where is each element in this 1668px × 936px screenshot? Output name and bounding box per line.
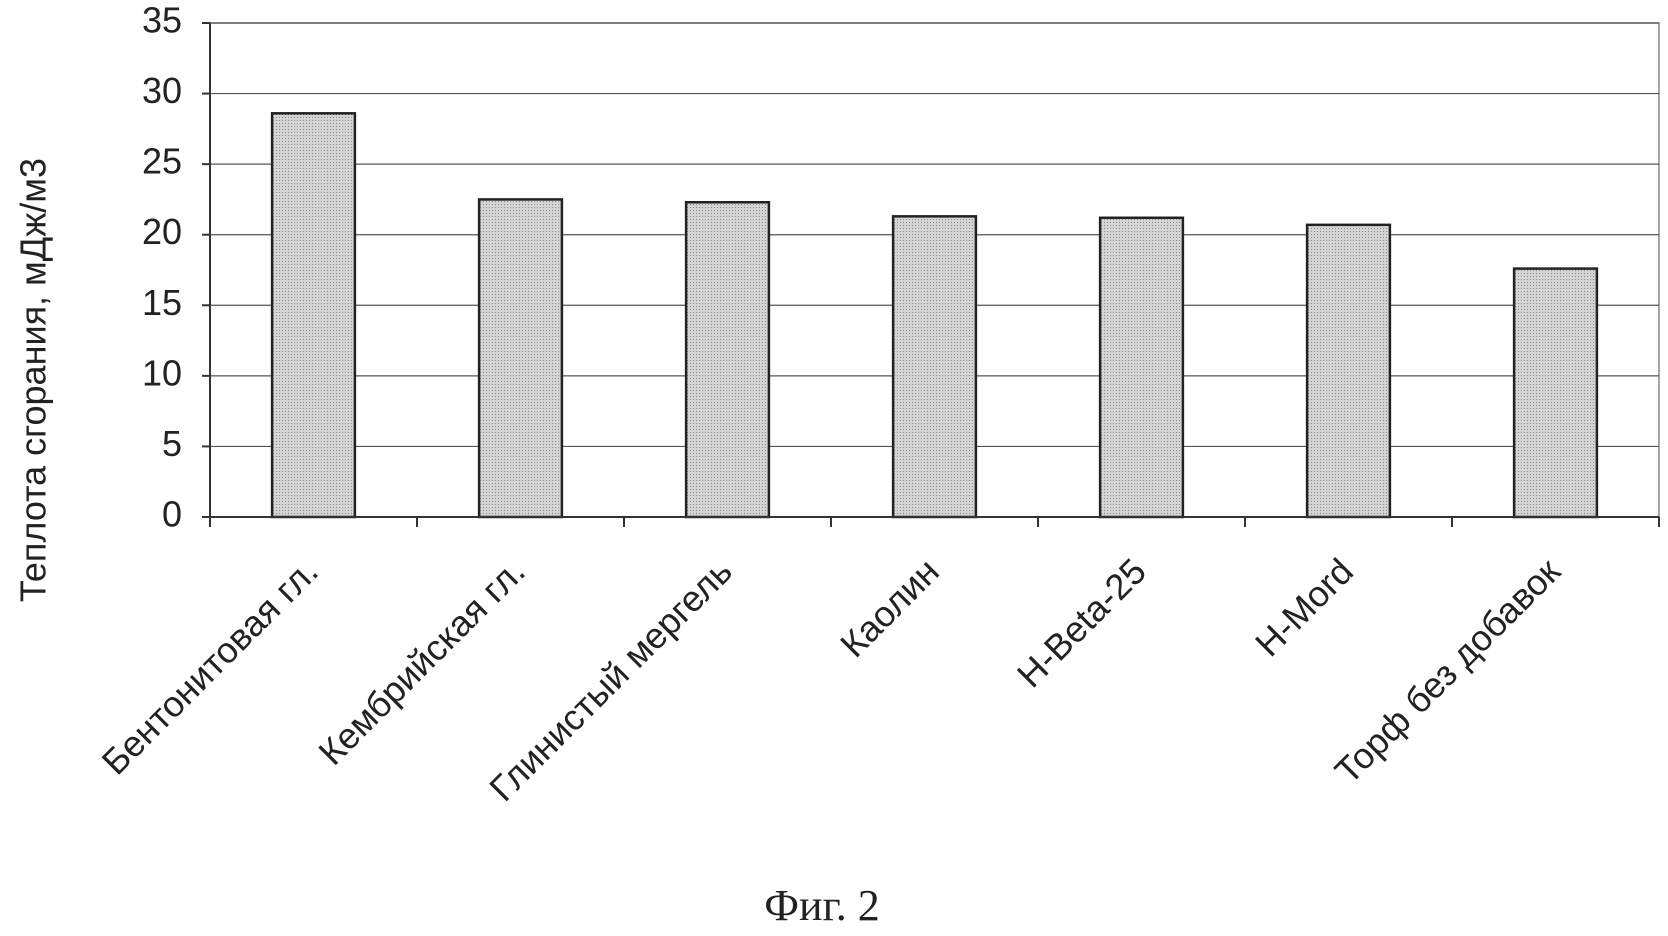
y-tick-label: 0 xyxy=(162,494,182,535)
y-tick-label: 5 xyxy=(162,423,182,464)
y-tick-label: 20 xyxy=(142,211,182,252)
x-tick-label: H-Beta-25 xyxy=(1009,550,1154,695)
y-axis-label: Теплота сгорания, мДж/м3 xyxy=(13,158,54,602)
bar xyxy=(893,216,976,517)
x-tick-label: H-Mord xyxy=(1247,550,1361,664)
y-tick-label: 30 xyxy=(142,70,182,111)
caption: Фиг. 2 xyxy=(764,881,879,930)
bar xyxy=(1100,218,1183,517)
x-tick-label: Торф без добавок xyxy=(1327,550,1568,791)
bar xyxy=(686,202,769,517)
y-tick-label: 25 xyxy=(142,141,182,182)
bar xyxy=(272,113,355,517)
y-tick-label: 15 xyxy=(142,282,182,323)
bar xyxy=(479,199,562,517)
chart: Теплота сгорания, мДж/м3 Фиг. 2 0 5 10 15 20… xyxy=(0,0,1668,936)
bar xyxy=(1514,269,1597,517)
y-tick-label: 10 xyxy=(142,352,182,393)
bar xyxy=(1307,225,1390,517)
x-tick-label: Бентонитовая гл. xyxy=(94,550,326,782)
x-tick-label: Каолин xyxy=(832,550,947,665)
y-tick-label: 35 xyxy=(142,0,182,41)
x-tick-label: Кембрийская гл. xyxy=(310,550,532,772)
